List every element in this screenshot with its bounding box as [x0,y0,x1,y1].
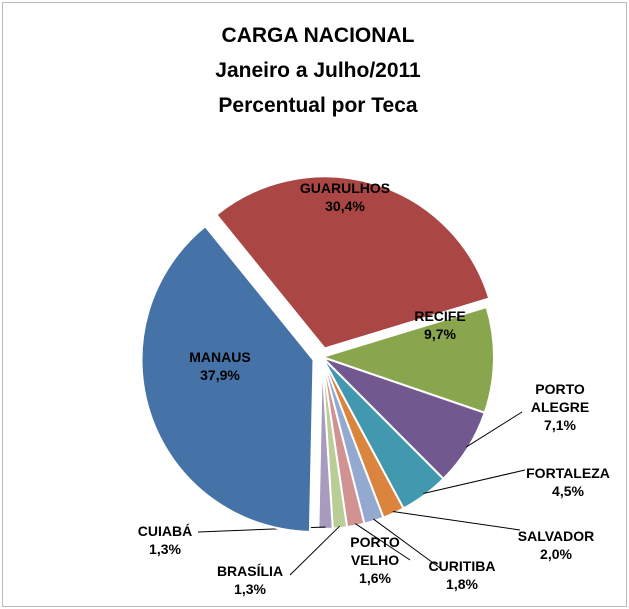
data-label: PORTO ALEGRE 7,1% [531,380,589,434]
data-label: PORTO VELHO 1,6% [350,533,400,587]
leader-line [465,411,523,448]
data-label: GUARULHOS 30,4% [300,179,390,215]
label-text: CURITIBA [428,558,496,574]
leader-line [289,525,341,576]
label-text: FORTALEZA [526,465,610,481]
leader-line [392,511,521,531]
pie-slice [140,224,315,533]
label-text: 2,0% [540,546,572,562]
chart-title: Janeiro a Julho/2011 [215,59,421,82]
leader-line [373,518,441,569]
label-text: MANAUS [189,349,251,365]
leader-line [423,469,526,494]
label-text: 4,5% [552,483,584,499]
chart-title: Percentual por Teca [218,94,418,117]
pie-slice [318,305,495,415]
label-text: BRASÍLIA [216,563,284,579]
label-text: 1,3% [149,541,181,557]
data-label: SALVADOR 2,0% [518,527,594,563]
label-text: GUARULHOS [299,180,391,196]
label-text: 1,8% [446,576,478,592]
pie-slice [214,175,491,350]
label-text: 1,6% [359,570,391,586]
label-text: PORTO VELHO [350,534,400,568]
data-label: FORTALEZA 4,5% [526,464,610,500]
label-text: PORTO ALEGRE [530,381,590,415]
data-label: RECIFE 9,7% [414,307,465,343]
label-text: 9,7% [424,326,456,342]
data-label: BRASÍLIA 1,3% [217,562,283,598]
label-text: RECIFE [414,308,466,324]
label-text: 37,9% [200,367,240,383]
data-label: MANAUS 37,9% [189,348,250,384]
data-label: CUIABÁ 1,3% [138,522,192,558]
label-text: SALVADOR [517,528,595,544]
pie-slice [317,356,334,530]
label-text: 30,4% [325,198,365,214]
leader-line [355,523,411,561]
label-text: 1,3% [234,581,266,597]
label-text: CUIABÁ [137,523,193,539]
label-text: 7,1% [544,417,576,433]
data-label: CURITIBA 1,8% [429,557,496,593]
chart-title: CARGA NACIONAL [222,24,415,47]
